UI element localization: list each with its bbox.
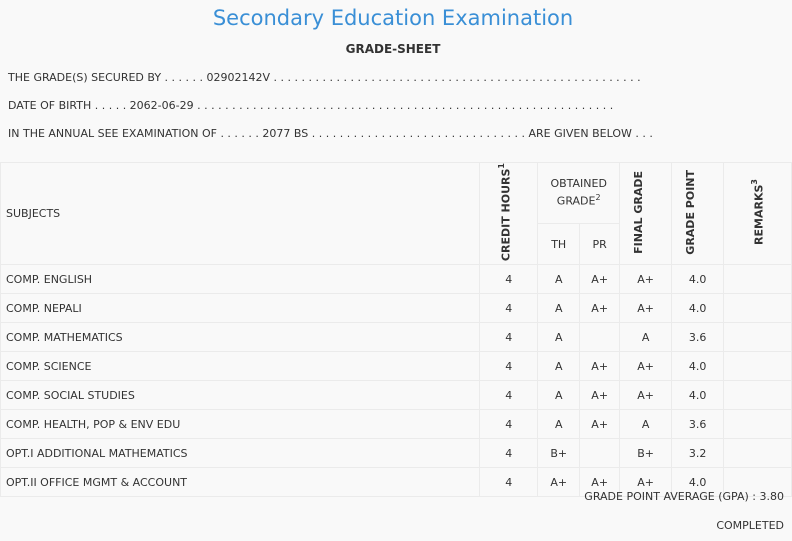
cell-credit: 4: [479, 467, 539, 498]
cell-remarks: [723, 264, 792, 295]
cell-point: 4.0: [671, 264, 725, 295]
cell-final: A+: [619, 467, 673, 498]
table-row: OPT.II OFFICE MGMT & ACCOUNT 4 A+ A+ A+ 4.0: [0, 467, 792, 498]
table-row: COMP. NEPALI 4 A A+ A+ 4.0: [0, 293, 792, 324]
table-row: COMP. MATHEMATICS 4 A A 3.6: [0, 322, 792, 353]
cell-subject: COMP. NEPALI: [0, 293, 481, 324]
cell-subject: COMP. ENGLISH: [0, 264, 481, 295]
cell-point: 3.2: [671, 438, 725, 469]
cell-remarks: [723, 467, 792, 498]
cell-final: A: [619, 409, 673, 440]
table-row: COMP. HEALTH, POP & ENV EDU 4 A A+ A 3.6: [0, 409, 792, 440]
header-th: TH: [537, 223, 581, 266]
cell-subject: COMP. HEALTH, POP & ENV EDU: [0, 409, 481, 440]
cell-pr: [579, 322, 621, 353]
cell-pr: A+: [579, 380, 621, 411]
cell-th: B+: [537, 438, 581, 469]
dob-line: DATE OF BIRTH . . . . . 2062-06-29 . . .…: [8, 99, 614, 112]
cell-credit: 4: [479, 351, 539, 382]
grade-sheet-heading: GRADE-SHEET: [345, 42, 441, 56]
cell-final: A+: [619, 351, 673, 382]
cell-pr: [579, 438, 621, 469]
page-title: Secondary Education Examination: [212, 6, 574, 30]
cell-remarks: [723, 409, 792, 440]
table-row: COMP. SOCIAL STUDIES 4 A A+ A+ 4.0: [0, 380, 792, 411]
cell-subject: COMP. MATHEMATICS: [0, 322, 481, 353]
cell-pr: A+: [579, 293, 621, 324]
cell-th: A+: [537, 467, 581, 498]
cell-subject: OPT.I ADDITIONAL MATHEMATICS: [0, 438, 481, 469]
cell-th: A: [537, 409, 581, 440]
header-subjects: SUBJECTS: [0, 161, 481, 266]
cell-pr: A+: [579, 467, 621, 498]
gpa: GRADE POINT AVERAGE (GPA) : 3.80: [584, 490, 784, 503]
cell-credit: 4: [479, 438, 539, 469]
cell-final: A: [619, 322, 673, 353]
cell-th: A: [537, 322, 581, 353]
cell-final: A+: [619, 264, 673, 295]
cell-point: 4.0: [671, 380, 725, 411]
secured-by-line: THE GRADE(S) SECURED BY . . . . . . 0290…: [8, 71, 641, 84]
header-final-grade: FINAL GRADE: [619, 161, 673, 266]
cell-point: 4.0: [671, 293, 725, 324]
header-grade-point: GRADE POINT: [671, 161, 725, 266]
header-pr: PR: [579, 223, 621, 266]
table-row: OPT.I ADDITIONAL MATHEMATICS 4 B+ B+ 3.2: [0, 438, 792, 469]
cell-remarks: [723, 293, 792, 324]
header-obtained-grade: OBTAINED GRADE2: [537, 161, 621, 225]
table-row: COMP. SCIENCE 4 A A+ A+ 4.0: [0, 351, 792, 382]
header-credit-hours: CREDIT HOURS1: [479, 161, 539, 266]
cell-th: A: [537, 351, 581, 382]
cell-credit: 4: [479, 293, 539, 324]
status: COMPLETED: [716, 519, 784, 532]
cell-pr: A+: [579, 351, 621, 382]
cell-remarks: [723, 380, 792, 411]
cell-pr: A+: [579, 264, 621, 295]
exam-line: IN THE ANNUAL SEE EXAMINATION OF . . . .…: [8, 127, 653, 140]
cell-point: 3.6: [671, 409, 725, 440]
cell-final: A+: [619, 380, 673, 411]
cell-credit: 4: [479, 264, 539, 295]
header-remarks: REMARKS3: [723, 161, 792, 266]
cell-remarks: [723, 438, 792, 469]
cell-th: A: [537, 293, 581, 324]
cell-final: A+: [619, 293, 673, 324]
cell-credit: 4: [479, 322, 539, 353]
cell-subject: COMP. SCIENCE: [0, 351, 481, 382]
cell-point: 3.6: [671, 322, 725, 353]
cell-point: 4.0: [671, 467, 725, 498]
cell-subject: COMP. SOCIAL STUDIES: [0, 380, 481, 411]
cell-credit: 4: [479, 409, 539, 440]
cell-remarks: [723, 351, 792, 382]
cell-final: B+: [619, 438, 673, 469]
cell-remarks: [723, 322, 792, 353]
cell-th: A: [537, 264, 581, 295]
table-row: COMP. ENGLISH 4 A A+ A+ 4.0: [0, 264, 792, 295]
cell-point: 4.0: [671, 351, 725, 382]
cell-credit: 4: [479, 380, 539, 411]
grade-table: SUBJECTS CREDIT HOURS1 OBTAINED GRADE2 F…: [0, 161, 792, 498]
cell-subject: OPT.II OFFICE MGMT & ACCOUNT: [0, 467, 481, 498]
cell-th: A: [537, 380, 581, 411]
cell-pr: A+: [579, 409, 621, 440]
